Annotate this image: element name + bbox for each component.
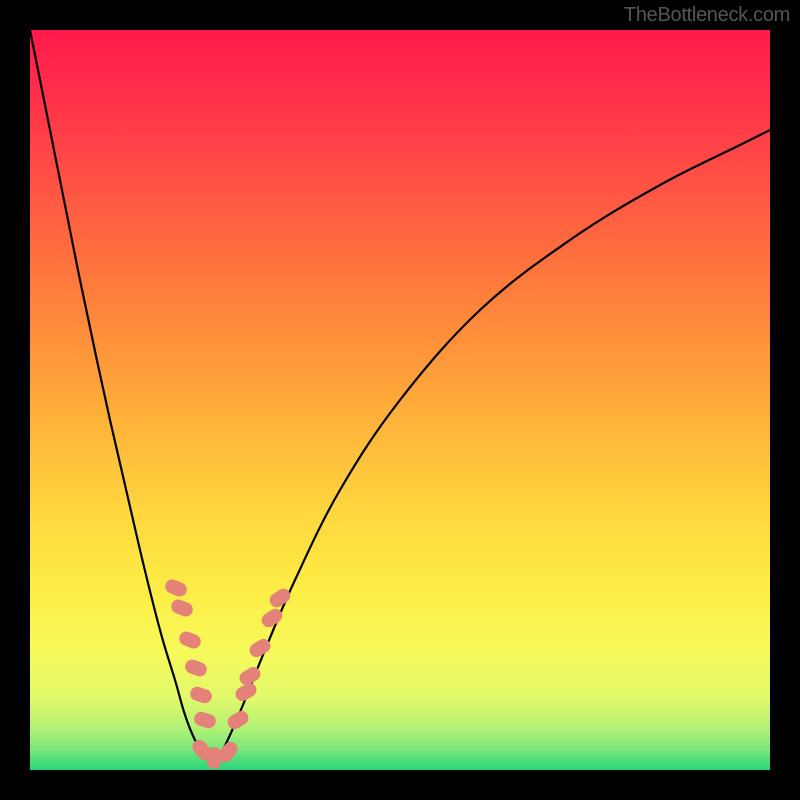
- marker: [207, 747, 221, 769]
- chart-container: TheBottleneck.com: [0, 0, 800, 800]
- watermark-label: TheBottleneck.com: [624, 4, 790, 27]
- bottleneck-chart: [0, 0, 800, 800]
